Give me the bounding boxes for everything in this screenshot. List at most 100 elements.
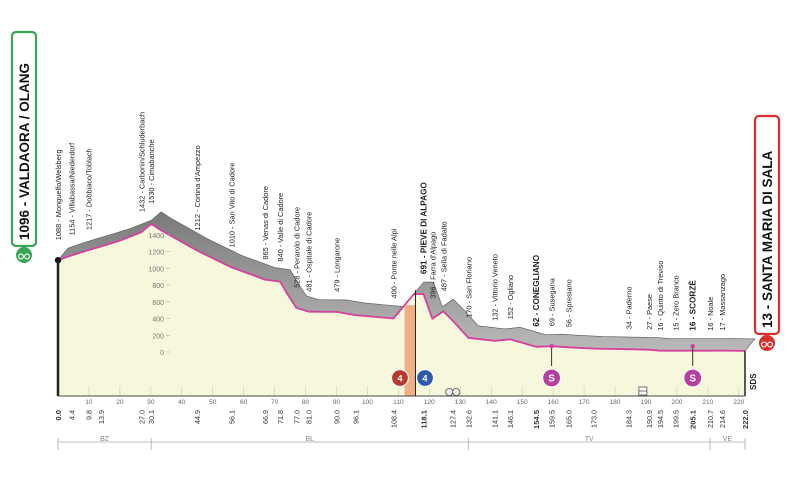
place-label: 15 - Zero Branco <box>671 275 680 330</box>
km-label: 199.5 <box>671 410 680 428</box>
region-label: BL <box>305 436 314 443</box>
km-label: 44.9 <box>193 410 202 424</box>
y-tick-label: 200 <box>152 333 164 340</box>
km-label: 190.9 <box>645 410 654 428</box>
y-tick-label: 400 <box>152 317 164 324</box>
x-tick-label: 180 <box>610 399 621 406</box>
start-bike-icon-wheel <box>18 253 24 260</box>
finish-label-box <box>753 114 781 336</box>
km-label: 118.1 <box>420 409 429 428</box>
place-label: 400 - Ponte nelle Alpi <box>390 228 399 298</box>
place-label: 865 - Venas di Cadore <box>261 186 270 260</box>
place-label: 479 - Longarone <box>333 238 342 292</box>
place-label: 170 - San Floriano <box>464 257 473 318</box>
km-label: 222.0 <box>741 410 750 429</box>
start-label-text: 1096 - VALDAORA / OLANG <box>17 63 32 240</box>
place-label: 1154 - Villabassa/Niederdorf <box>68 142 77 236</box>
km-label: 165.0 <box>565 410 574 428</box>
km-label: 194.5 <box>656 410 665 428</box>
place-label: 1088 - Monguelfo/Welsberg <box>54 150 63 241</box>
place-label: 69 - Susegana <box>548 277 557 326</box>
finish-bike-icon-wheel <box>767 341 773 348</box>
x-tick-label: 100 <box>362 399 373 406</box>
place-label: 1530 - Cimabanche <box>147 139 156 204</box>
km-label: 127.4 <box>448 410 457 428</box>
profile-line <box>57 222 746 352</box>
start-label-box <box>10 30 38 248</box>
place-label: 62 - CONEGLIANO <box>532 254 541 327</box>
kom-climb-zone <box>404 305 416 396</box>
km-label: 96.1 <box>351 410 360 424</box>
km-label: 71.8 <box>276 410 285 424</box>
x-tick-label: 80 <box>302 399 310 406</box>
x-tick-label: 170 <box>579 399 590 406</box>
kom-marker-label: 4 <box>397 374 402 384</box>
y-tick-label: 600 <box>152 300 164 307</box>
start-bike-icon-wheel <box>24 253 30 260</box>
x-tick-label: 110 <box>393 399 404 406</box>
kom-marker-badge <box>390 368 410 388</box>
x-tick-label: 210 <box>702 399 713 406</box>
y-tick-label: 1000 <box>148 266 164 273</box>
km-label: 56.1 <box>228 410 237 424</box>
feed-zone-icon <box>445 387 454 396</box>
km-label: 146.1 <box>506 410 515 428</box>
sprint-badge <box>683 368 703 388</box>
km-label: 66.9 <box>261 410 270 424</box>
km-label: 205.1 <box>689 409 698 429</box>
sprint-badge <box>541 368 562 388</box>
km-label: 184.3 <box>624 410 633 428</box>
km-label: 132.6 <box>464 410 473 428</box>
x-tick-label: 50 <box>209 399 217 406</box>
x-tick-label: 120 <box>424 399 435 406</box>
x-tick-label: 90 <box>333 399 341 406</box>
sds-finish-marker: SDS <box>749 373 758 390</box>
place-label: 152 - Ogliano <box>506 275 515 319</box>
place-label: 1212 - Cortina d'Ampezzo <box>193 145 202 230</box>
place-label: 528 - Perarolo di Cadore <box>292 207 301 288</box>
x-tick-label: 10 <box>85 399 93 406</box>
sprint-badge-label: S <box>548 374 555 385</box>
place-label: 1010 - San Vito di Cadore <box>228 162 237 247</box>
place-label: 481 - Ospitale di Cadore <box>305 212 314 292</box>
sprint-point <box>549 343 554 349</box>
y-tick-label: 1200 <box>148 250 164 257</box>
km-label: 9.8 <box>84 410 93 420</box>
place-label: 17 - Massanzago <box>718 274 727 331</box>
y-tick-label: 1400 <box>148 233 164 240</box>
place-label: 16 - Quinto di Treviso <box>656 260 665 330</box>
place-label: 34 - Paderno <box>624 286 633 329</box>
x-tick-label: 30 <box>147 399 155 406</box>
place-label: 56 - Spresiano <box>565 279 574 327</box>
start-bike-icon <box>16 247 32 263</box>
place-label: 16 - Noale <box>706 297 715 331</box>
sprint-point <box>690 343 695 349</box>
place-label: 1217 - Dobbiaco/Toblach <box>84 148 93 230</box>
kom-category-badge <box>415 368 435 388</box>
place-label: 132 - Vittorio Veneto <box>491 254 500 321</box>
sprint-badge-label: S <box>689 374 696 385</box>
x-tick-label: 20 <box>116 399 124 406</box>
x-tick-label: 130 <box>455 399 466 406</box>
place-label: 27 - Paese <box>645 294 654 330</box>
km-label: 141.1 <box>491 410 500 428</box>
km-label: 154.5 <box>532 409 541 429</box>
finish-label-text: 13 - SANTA MARIA DI SALA <box>760 150 775 328</box>
km-label: 90.0 <box>333 410 342 424</box>
water-icon <box>452 387 461 396</box>
start-dot <box>54 257 62 264</box>
km-label: 210.7 <box>706 410 715 428</box>
km-label: 81.0 <box>305 410 314 424</box>
region-label: BZ <box>100 436 110 443</box>
km-label: 30.1 <box>147 410 156 424</box>
x-tick-label: 140 <box>486 399 497 406</box>
km-label: 173.0 <box>589 410 598 428</box>
km-label: 214.6 <box>718 410 727 428</box>
x-tick-label: 220 <box>733 399 744 406</box>
km-label: 108.4 <box>390 410 399 428</box>
x-tick-label: 200 <box>671 399 682 406</box>
finish-bike-icon-wheel <box>761 341 767 348</box>
x-tick-label: 60 <box>240 399 248 406</box>
x-tick-label: 160 <box>548 399 559 406</box>
